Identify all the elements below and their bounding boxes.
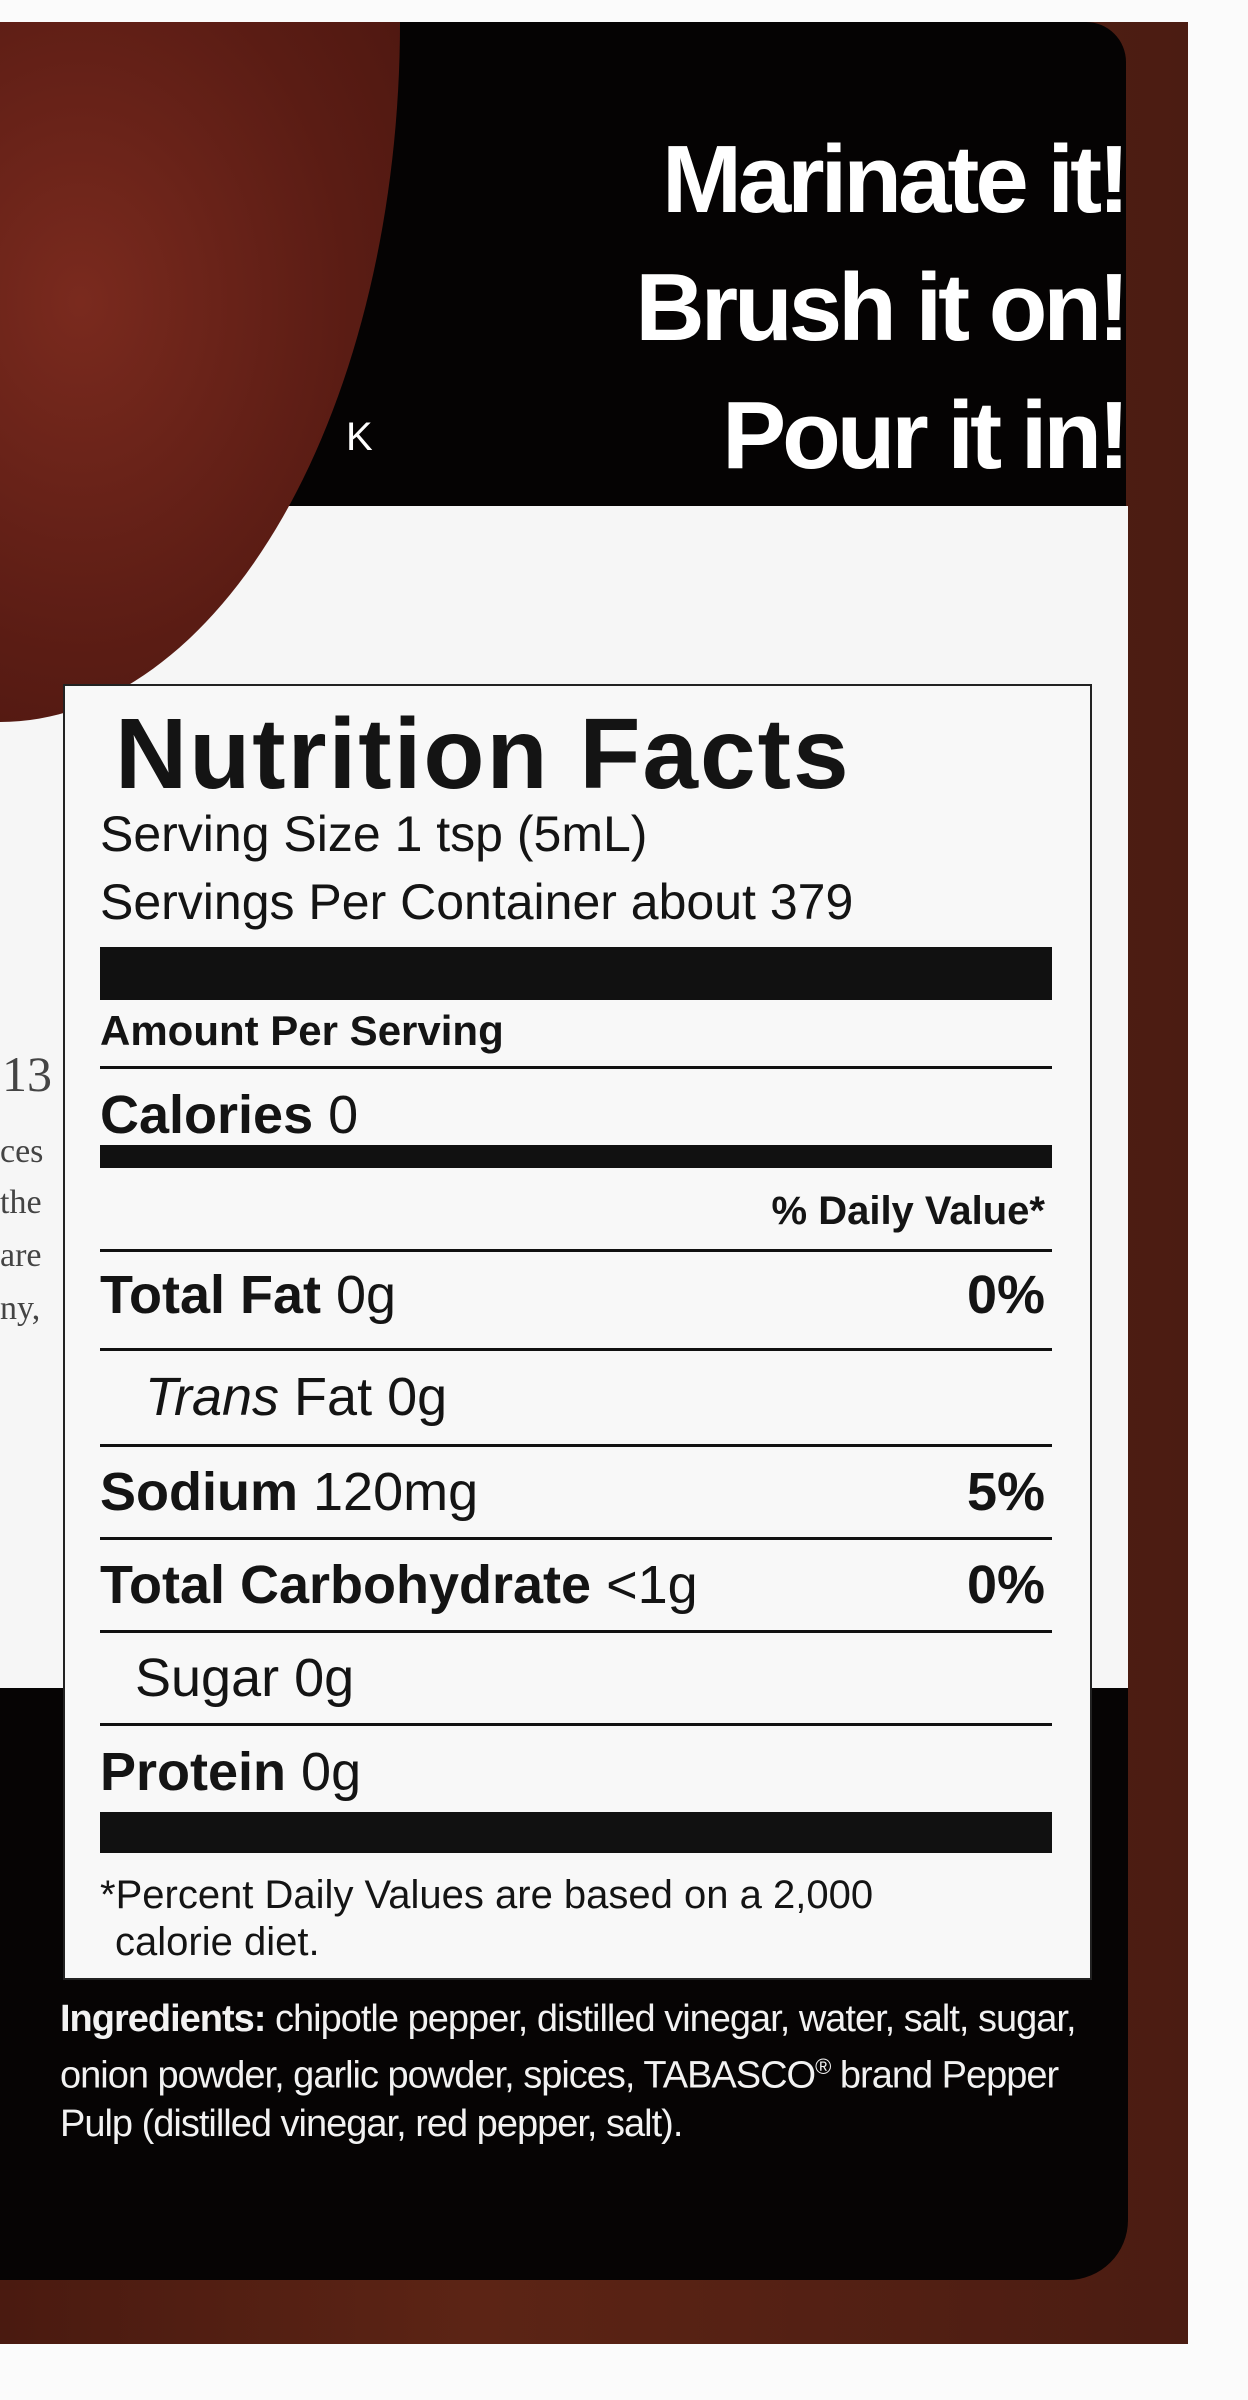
trans-fat-label: Fat 0g [294,1367,448,1427]
thick-divider [100,1812,1052,1853]
calories-row: Calories 0 [100,1085,1055,1145]
divider [100,1537,1052,1540]
side-text: are [0,1237,42,1274]
carb-dv: 0% [966,1555,1045,1615]
ingredients-label: Ingredients: [60,1998,266,2040]
trans-fat-row: Trans Fat 0g [145,1367,1055,1427]
total-fat-value: 0g [336,1265,397,1325]
sodium-dv: 5% [966,1462,1045,1522]
medium-divider [100,1145,1052,1168]
divider [100,1630,1052,1633]
protein-value: 0g [301,1742,362,1802]
footnote-line-1: *Percent Daily Values are based on a 2,0… [100,1873,874,1917]
side-text: ces [0,1133,44,1170]
side-text: the [0,1184,42,1221]
sodium-row: Sodium 120mg 5% [100,1462,1045,1522]
calories-label: Calories [100,1085,314,1145]
amount-per-serving: Amount Per Serving [100,1007,504,1054]
sugar-row: Sugar 0g [135,1648,355,1708]
protein-label: Protein [100,1742,287,1802]
divider [100,1249,1052,1252]
divider [100,1348,1052,1351]
total-fat-label: Total Fat [100,1265,321,1325]
side-text: 13 [2,1046,52,1102]
sodium-value: 120mg [313,1462,479,1522]
stray-letter: K [346,415,373,459]
serving-size: Serving Size 1 tsp (5mL) [100,806,648,862]
slogan-line-2: Brush it on! [635,254,1130,361]
total-fat-dv: 0% [966,1265,1045,1325]
carb-label: Total Carbohydrate [100,1555,592,1615]
slogan-line-1: Marinate it! [661,126,1130,233]
nutrition-title: Nutrition Facts [115,698,851,810]
sodium-label: Sodium [100,1462,298,1522]
side-text: ny, [0,1290,41,1327]
ingredients-text: chipotle pepper, distilled vinegar, wate… [60,1998,1077,2097]
thick-divider [100,947,1052,1000]
protein-row: Protein 0g [100,1742,1055,1802]
carbohydrate-row: Total Carbohydrate <1g 0% [100,1555,1045,1615]
daily-value-header: % Daily Value* [771,1189,1045,1233]
servings-per-container: Servings Per Container about 379 [100,874,854,930]
registered-mark: ® [815,2054,831,2079]
ingredients-text-2: brand Pepper Pulp (distilled vinegar, re… [60,2054,1059,2145]
divider [100,1066,1052,1069]
footnote-line-2: calorie diet. [115,1920,320,1964]
nutrition-facts-panel: Nutrition Facts Serving Size 1 tsp (5mL)… [63,684,1092,1980]
carb-value: <1g [606,1555,698,1615]
divider [100,1723,1052,1726]
total-fat-row: Total Fat 0g 0% [100,1265,1045,1325]
trans-fat-italic: Trans [145,1367,280,1427]
slogan-line-3: Pour it in! [722,382,1130,489]
divider [100,1444,1052,1447]
ingredients: Ingredients: chipotle pepper, distilled … [60,1995,1100,2148]
calories-value: 0 [328,1085,359,1145]
